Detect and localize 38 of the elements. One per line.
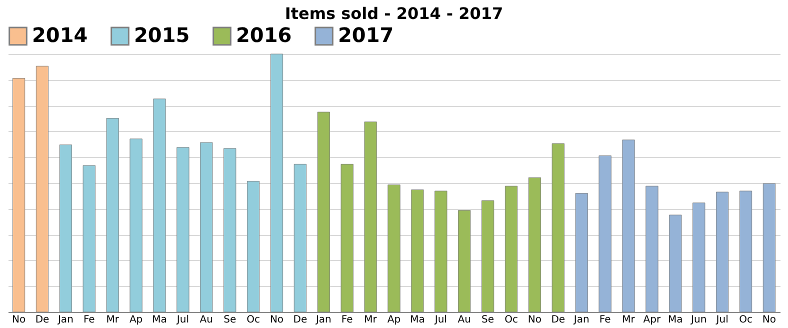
x-tick-label: Jun	[690, 314, 707, 326]
x-tick-label: Fe	[83, 314, 95, 326]
x-tick-label: Jul	[176, 314, 189, 326]
x-tick-label: Au	[200, 314, 213, 326]
x-tick-label: Jul	[434, 314, 447, 326]
x-tick-label: Jan	[572, 314, 590, 326]
x-tick-label: De	[551, 314, 566, 326]
x-tick-label: Jul	[715, 314, 728, 326]
x-tick-label: Jan	[314, 314, 332, 326]
x-tick-label: Oc	[504, 314, 518, 326]
x-tick-label: Oc	[246, 314, 260, 326]
legend-label: 2015	[134, 23, 190, 48]
x-tick-label: De	[293, 314, 308, 326]
x-tick-label: Mr	[364, 314, 378, 326]
x-tick-label: Ap	[129, 314, 143, 326]
x-tick-label: No	[270, 314, 284, 326]
x-tick-label: No	[528, 314, 542, 326]
x-tick-label: Mr	[622, 314, 636, 326]
x-tick-label: Ma	[152, 314, 167, 326]
x-tick-label: Se	[224, 314, 236, 326]
x-tick-label: Mr	[106, 314, 120, 326]
legend-label: 2014	[32, 23, 88, 48]
legend-label: 2016	[236, 23, 292, 48]
x-tick-label: Ma	[410, 314, 425, 326]
x-tick-label: Apr	[643, 314, 662, 326]
x-tick-label: Ma	[668, 314, 683, 326]
x-tick-label: Au	[458, 314, 471, 326]
x-tick-label: No	[762, 314, 776, 326]
chart-title: Items sold - 2014 - 2017	[284, 4, 504, 23]
legend-label: 2017	[338, 23, 394, 48]
x-tick-label: Oc	[739, 314, 752, 326]
x-tick-label: Jan	[56, 314, 74, 326]
x-tick-label: No	[12, 314, 26, 326]
x-tick-label: Se	[482, 314, 494, 326]
x-tick-label: Fe	[599, 314, 611, 326]
x-tick-label: Ap	[387, 314, 401, 326]
x-tick-label: Fe	[341, 314, 353, 326]
x-tick-label: De	[35, 314, 50, 326]
